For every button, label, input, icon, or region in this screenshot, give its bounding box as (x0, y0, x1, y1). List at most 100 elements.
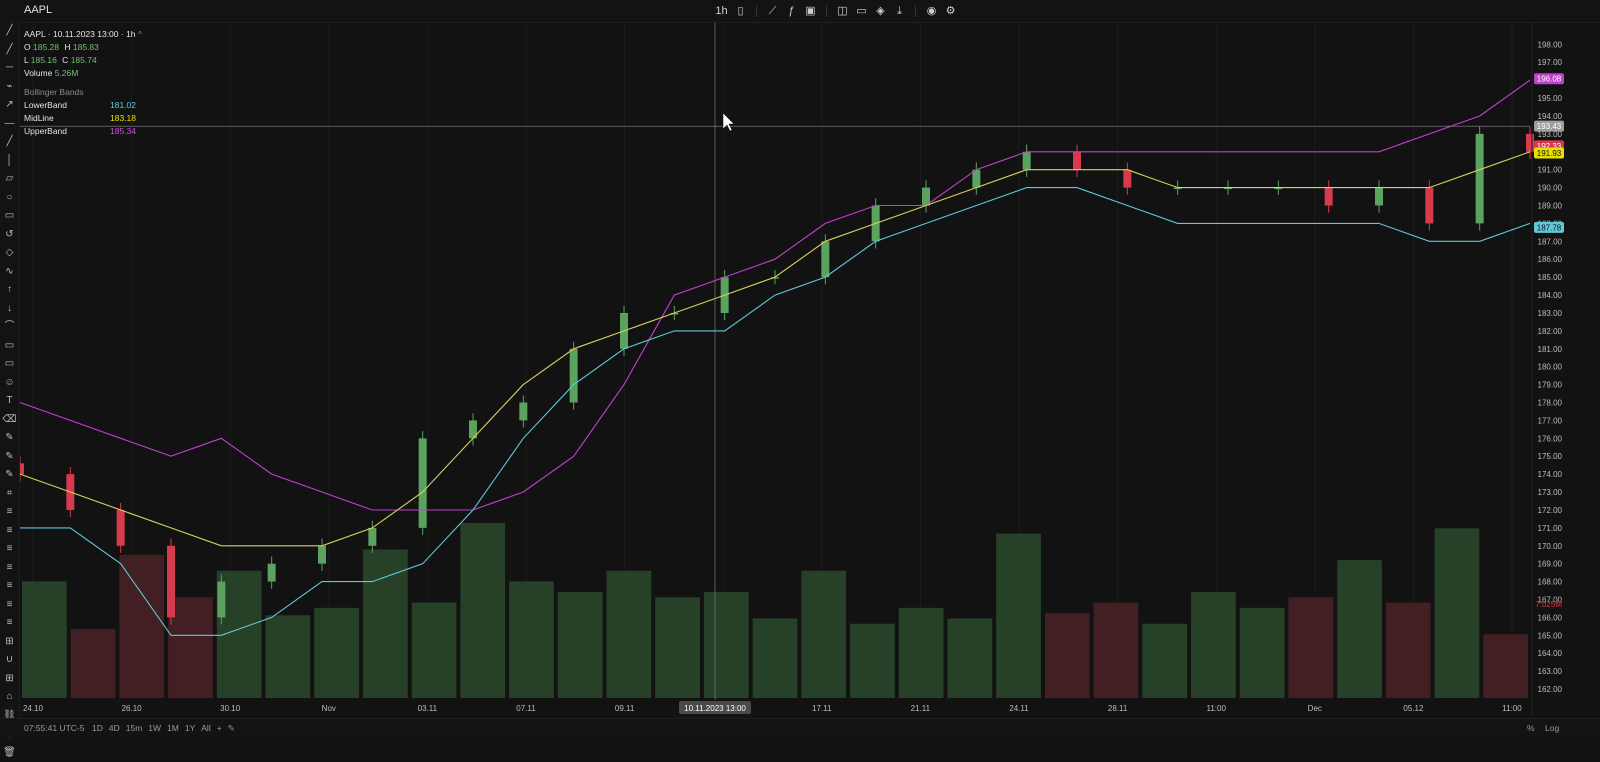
drawing-tool-23-icon[interactable]: ✎ (0, 429, 19, 448)
drawing-tool-25-icon[interactable]: ✎ (0, 466, 19, 485)
drawing-tool-34-icon[interactable]: ⊞ (0, 633, 19, 652)
drawing-tool-11-icon[interactable]: ▭ (0, 207, 19, 226)
volume-bar (1483, 634, 1528, 698)
layers-icon[interactable]: ◈ (874, 3, 887, 19)
drawing-tool-4-icon[interactable]: ⌁ (0, 78, 19, 97)
range-1m[interactable]: 1M (167, 723, 179, 734)
crosshair-time-label: 10.11.2023 13:00 (684, 704, 746, 713)
drawing-tool-40-icon[interactable]: 🗑 (0, 744, 19, 762)
volume-bar (1191, 592, 1236, 698)
price-tick-label: 179.00 (1538, 381, 1563, 390)
candle-body (570, 349, 578, 403)
pencil-icon[interactable]: ✎ (228, 723, 235, 734)
drawing-tool-21-icon[interactable]: T (0, 392, 19, 411)
range-1y[interactable]: 1Y (185, 723, 195, 734)
indicator-title[interactable]: Bollinger Bands (24, 86, 142, 99)
candle-body (1375, 188, 1383, 206)
drawing-tool-8-icon[interactable]: │ (0, 152, 19, 171)
range-all[interactable]: All (201, 723, 210, 734)
camera-icon[interactable]: ◉ (925, 3, 938, 19)
bar-type-icon[interactable]: ▯ (734, 3, 747, 19)
drawing-tool-24-icon[interactable]: ✎ (0, 448, 19, 467)
drawing-tool-32-icon[interactable]: ≡ (0, 596, 19, 615)
legend-collapse-icon[interactable]: ^ (138, 29, 142, 39)
drawing-tool-13-icon[interactable]: ◇ (0, 244, 19, 263)
toolbar-divider (826, 5, 827, 17)
candle-body (1073, 152, 1081, 170)
drawing-tool-17-icon[interactable]: ⌒ (0, 318, 19, 337)
drawing-tool-6-icon[interactable]: — (0, 115, 19, 134)
low-value: 185.16 (31, 55, 57, 65)
drawing-tool-16-icon[interactable]: ↓ (0, 300, 19, 319)
time-axis[interactable]: 24.1026.1030.10Nov03.1107.1109.1115.1117… (23, 704, 1522, 713)
volume-bar (22, 581, 67, 698)
drawing-tool-35-icon[interactable]: ∪ (0, 651, 19, 670)
drawing-tool-14-icon[interactable]: ∿ (0, 263, 19, 282)
price-tick-label: 191.00 (1538, 166, 1563, 175)
add-range-button[interactable]: + (217, 723, 222, 734)
download-icon[interactable]: ⤓ (893, 3, 906, 19)
drawing-tool-36-icon[interactable]: ⊞ (0, 670, 19, 689)
volume-bar (899, 608, 944, 698)
drawing-tool-33-icon[interactable]: ≡ (0, 614, 19, 633)
toolbar-divider (756, 5, 757, 17)
range-1w[interactable]: 1W (148, 723, 161, 734)
volume-bar (996, 534, 1041, 698)
volume-bar (801, 571, 846, 698)
symbol-label[interactable]: AAPL (24, 4, 52, 16)
volume-bar (1435, 528, 1480, 698)
drawing-tool-27-icon[interactable]: ≡ (0, 503, 19, 522)
image-icon[interactable]: ▣ (804, 3, 817, 19)
drawing-tool-10-icon[interactable]: ○ (0, 189, 19, 208)
timeframe-button[interactable]: 1h (715, 3, 728, 19)
volume-bar (314, 608, 359, 698)
range-selector: 1D 4D 15m 1W 1M 1Y All + ✎ (92, 723, 235, 734)
range-1d[interactable]: 1D (92, 723, 103, 734)
drawing-tool-12-icon[interactable]: ↺ (0, 226, 19, 245)
drawing-tool-30-icon[interactable]: ≡ (0, 559, 19, 578)
drawing-tool-28-icon[interactable]: ≡ (0, 522, 19, 541)
price-tick-label: 186.00 (1538, 255, 1563, 264)
drawing-tool-15-icon[interactable]: ↑ (0, 281, 19, 300)
drawing-tool-9-icon[interactable]: ▱ (0, 170, 19, 189)
drawing-tool-7-icon[interactable]: ╱ (0, 133, 19, 152)
price-badge-label: 196.08 (1537, 75, 1562, 84)
drawing-tool-20-icon[interactable]: ☺ (0, 374, 19, 393)
range-15m[interactable]: 15m (126, 723, 143, 734)
candle-body (318, 546, 326, 564)
volume-bar (1142, 624, 1187, 698)
drawing-tool-26-icon[interactable]: ⌗ (0, 485, 19, 504)
chart-toolbar: 1h ▯ ⟋ ƒ ▣ ◫ ▭ ◈ ⤓ ◉ ⚙ (715, 2, 957, 20)
indicator-icon[interactable]: ⟋ (766, 3, 779, 19)
candle-body (1476, 134, 1484, 224)
chart-legend: AAPL · 10.11.2023 13:00 · 1h ^ O 185.28 … (24, 28, 142, 138)
drawing-tool-22-icon[interactable]: ⌫ (0, 411, 19, 430)
log-toggle[interactable]: Log (1545, 723, 1559, 733)
low-label: L (24, 55, 28, 65)
price-tick-label: 184.00 (1538, 291, 1563, 300)
time-tick-label: 26.10 (122, 704, 143, 713)
drawing-tool-37-icon[interactable]: ⌂ (0, 688, 19, 707)
candle-body (167, 546, 175, 618)
drawing-tool-31-icon[interactable]: ≡ (0, 577, 19, 596)
layout-icon[interactable]: ◫ (836, 3, 849, 19)
drawing-tool-2-icon[interactable]: ╱ (0, 41, 19, 60)
settings-icon[interactable]: ⚙ (944, 3, 957, 19)
function-icon[interactable]: ƒ (785, 3, 798, 19)
drawing-tool-18-icon[interactable]: ▭ (0, 337, 19, 356)
price-tick-label: 182.00 (1538, 327, 1563, 336)
time-tick-label: 03.11 (418, 704, 438, 713)
candle-body (419, 438, 427, 528)
drawing-tool-19-icon[interactable]: ▭ (0, 355, 19, 374)
drawing-tool-1-icon[interactable]: ╱ (0, 22, 19, 41)
price-tick-label: 178.00 (1538, 399, 1563, 408)
percent-toggle[interactable]: % (1527, 723, 1535, 733)
volume-bar (1288, 597, 1333, 698)
drawing-tool-29-icon[interactable]: ≡ (0, 540, 19, 559)
volume-bar (1386, 603, 1431, 698)
drawing-tool-5-icon[interactable]: ↗ (0, 96, 19, 115)
range-4d[interactable]: 4D (109, 723, 120, 734)
drawing-tool-3-icon[interactable]: ─ (0, 59, 19, 78)
folder-icon[interactable]: ▭ (855, 3, 868, 19)
